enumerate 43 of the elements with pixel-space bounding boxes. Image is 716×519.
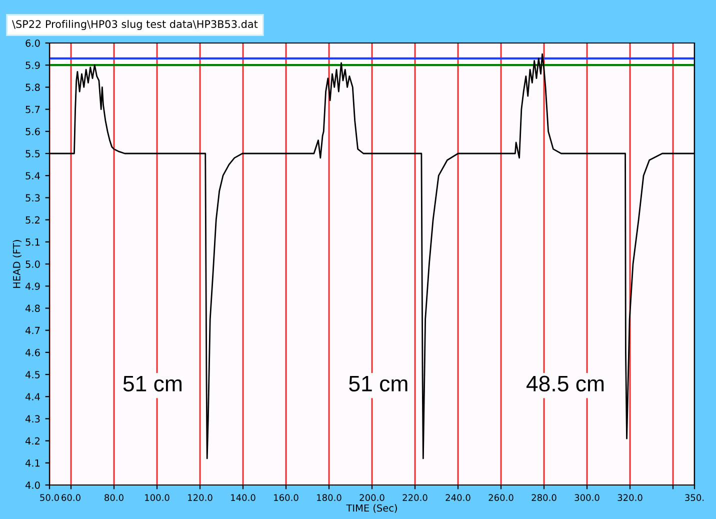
y-tick-label: 4.6 bbox=[25, 348, 40, 356]
y-tick-label: 6.0 bbox=[26, 39, 40, 47]
y-tick-label: 4.0 bbox=[25, 481, 40, 489]
y-tick-label: 5.0 bbox=[26, 260, 40, 268]
y-tick-label: 5.9 bbox=[26, 62, 40, 69]
chart-title: \SP22 Profiling\HP03 slug test data\HP3B53.dat bbox=[12, 20, 258, 30]
x-tick-label: 240.0 bbox=[446, 494, 470, 502]
x-tick-label: 320.0 bbox=[618, 494, 642, 502]
y-tick-label: 5.8 bbox=[26, 84, 40, 92]
y-tick-label: 4.4 bbox=[25, 393, 40, 400]
x-tick-label: 280.0 bbox=[532, 494, 556, 502]
x-tick-label: 50.0 bbox=[40, 494, 59, 502]
x-tick-label: 80.0 bbox=[104, 494, 124, 502]
y-tick-label: 5.3 bbox=[26, 194, 40, 202]
x-tick-label: 220.0 bbox=[402, 494, 428, 502]
x-tick-label: 120.0 bbox=[188, 494, 212, 502]
y-tick-label: 5.1 bbox=[26, 238, 40, 246]
x-tick-label: 260.0 bbox=[488, 494, 514, 502]
x-tick-label: 100.0 bbox=[145, 494, 170, 502]
y-tick-label: 5.4 bbox=[26, 172, 40, 180]
annotation: 48.5 cm bbox=[526, 376, 604, 392]
y-tick-label: 4.1 bbox=[25, 460, 40, 467]
y-tick-label: 4.9 bbox=[25, 282, 40, 290]
y-tick-label: 5.7 bbox=[26, 106, 40, 114]
x-tick-label: 350. bbox=[685, 494, 704, 502]
x-tick-label: 200.0 bbox=[360, 494, 384, 502]
x-tick-label: 140.0 bbox=[231, 494, 256, 502]
x-tick-label: 60.0 bbox=[62, 494, 80, 502]
y-axis-title: HEAD (FT) bbox=[12, 240, 22, 288]
y-tick-label: 4.2 bbox=[25, 437, 40, 444]
x-tick-label: 160.0 bbox=[274, 494, 298, 502]
annotation: 51 cm bbox=[123, 376, 182, 392]
y-tick-label: 4.5 bbox=[25, 371, 40, 378]
y-tick-label: 5.6 bbox=[26, 128, 40, 136]
x-tick-label: 180.0 bbox=[317, 494, 342, 502]
y-tick-label: 5.2 bbox=[26, 216, 40, 224]
annotation: 51 cm bbox=[349, 376, 408, 392]
y-tick-label: 4.3 bbox=[25, 415, 40, 423]
x-axis-title: TIME (Sec) bbox=[346, 504, 397, 513]
x-tick-label: 300.0 bbox=[574, 494, 600, 502]
y-tick-label: 4.7 bbox=[25, 326, 40, 334]
y-tick-label: 4.8 bbox=[25, 304, 40, 312]
y-tick-label: 5.5 bbox=[26, 150, 40, 158]
